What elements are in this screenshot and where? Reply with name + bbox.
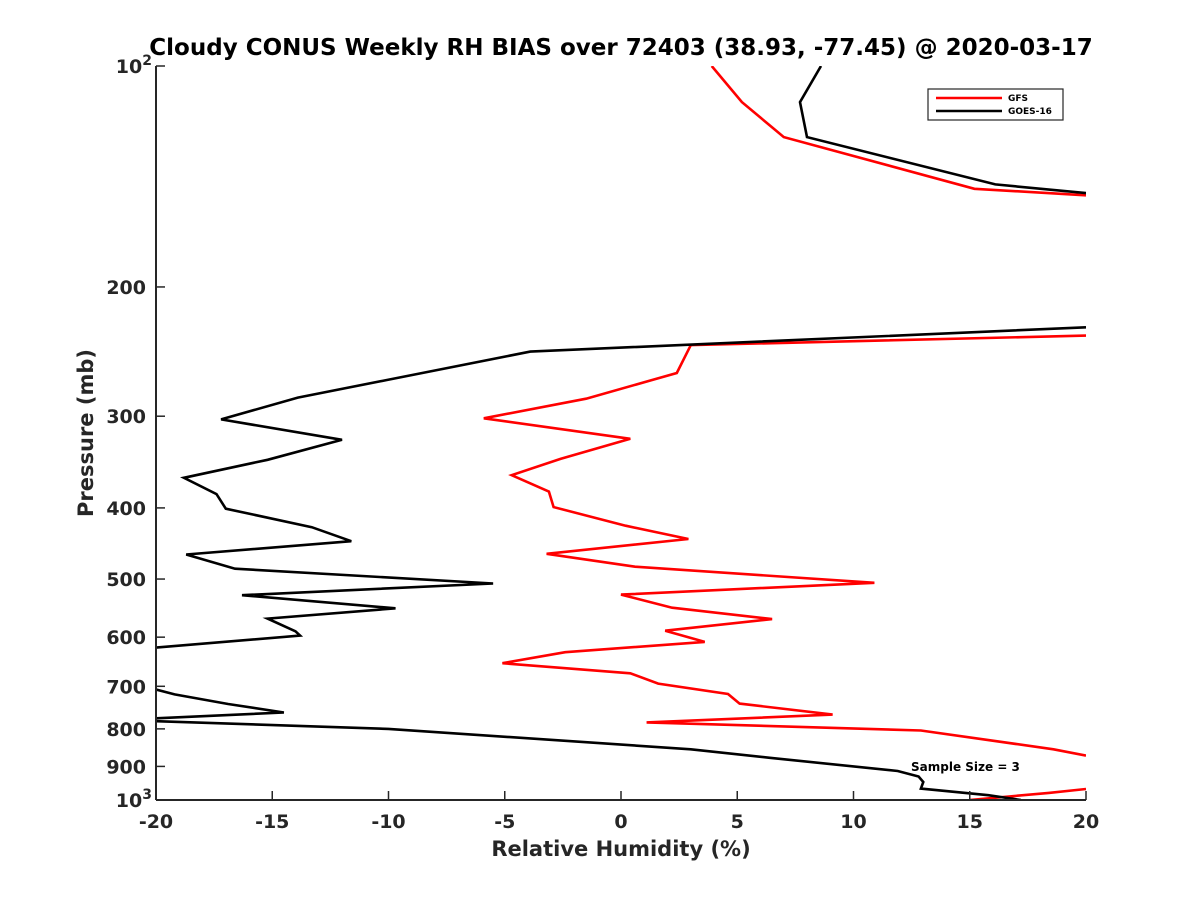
legend: GFS GOES-16 <box>927 88 1064 121</box>
y-axis-label: Pressure (mb) <box>74 349 98 517</box>
series-line-gfs-segment-2 <box>483 334 1086 757</box>
series-line-goes-16-segment-4 <box>156 719 1022 800</box>
y-axis-ticks: 102 200 300 400 500 600 700 800 900 103 <box>106 53 165 812</box>
y-tick-label: 900 <box>106 756 146 778</box>
x-tick-label: 20 <box>1073 811 1099 833</box>
y-tick-label: 500 <box>106 569 146 591</box>
x-tick-label: 10 <box>840 811 866 833</box>
x-tick-label: 5 <box>731 811 744 833</box>
legend-label-goes-16: GOES-16 <box>1008 107 1052 117</box>
x-tick-label: -5 <box>494 811 515 833</box>
series-line-gfs-segment-1 <box>710 66 1086 197</box>
y-tick-label: 200 <box>106 277 146 299</box>
legend-box <box>927 88 1064 121</box>
y-tick-label: 800 <box>106 719 146 741</box>
chart-title: Cloudy CONUS Weekly RH BIAS over 72403 (… <box>149 35 1092 61</box>
x-axis-ticks: -20 -15 -10 -5 0 5 10 15 20 <box>139 791 1099 833</box>
x-tick-label: -15 <box>255 811 289 833</box>
series-line-goes-16-segment-3 <box>156 688 285 720</box>
series-line-goes-16-segment-2 <box>156 326 1086 649</box>
sample-size-annotation: Sample Size = 3 <box>911 760 1020 774</box>
y-tick-label: 400 <box>106 498 146 520</box>
x-tick-label: 15 <box>957 811 983 833</box>
y-tick-label: 102 <box>116 53 152 78</box>
x-tick-label: 0 <box>614 811 627 833</box>
legend-label-gfs: GFS <box>1008 94 1028 104</box>
x-tick-label: -10 <box>371 811 405 833</box>
x-axis-label: Relative Humidity (%) <box>491 837 750 861</box>
y-tick-label: 600 <box>106 627 146 649</box>
y-tick-label: 103 <box>116 787 152 812</box>
x-tick-label: -20 <box>139 811 173 833</box>
series-line-goes-16-segment-1 <box>798 66 1086 195</box>
y-tick-label: 300 <box>106 406 146 428</box>
y-tick-label: 700 <box>106 676 146 698</box>
series-layer <box>156 66 1086 800</box>
